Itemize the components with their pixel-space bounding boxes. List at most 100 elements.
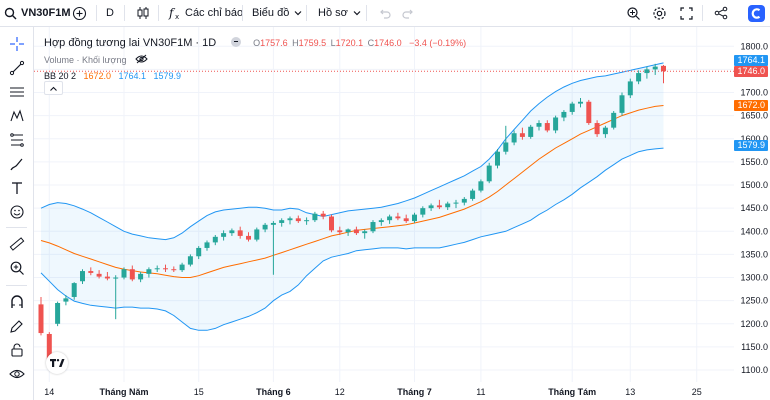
bb-label: BB 20 2 bbox=[44, 71, 77, 81]
pencil-lock-icon bbox=[10, 320, 23, 333]
brand-logo[interactable] bbox=[748, 0, 765, 26]
candle-body bbox=[511, 133, 517, 143]
candle-body bbox=[146, 269, 152, 274]
price-axis-label: 1100.0 bbox=[741, 365, 768, 375]
share-icon bbox=[714, 6, 728, 20]
chart-style-button[interactable] bbox=[136, 0, 150, 26]
brush-tool[interactable] bbox=[6, 153, 28, 175]
candle-body bbox=[179, 264, 185, 271]
crosshair-tool[interactable] bbox=[6, 33, 28, 55]
fullscreen-icon bbox=[680, 6, 693, 20]
candle-body bbox=[528, 126, 534, 137]
ruler-icon bbox=[9, 237, 25, 251]
magnet-tool[interactable] bbox=[6, 291, 28, 313]
candle-body bbox=[569, 103, 575, 112]
redo-icon bbox=[402, 9, 413, 19]
compare-button[interactable] bbox=[72, 0, 87, 26]
candle-body bbox=[578, 101, 583, 104]
candle-body bbox=[461, 198, 467, 203]
text-tool[interactable] bbox=[6, 177, 28, 199]
time-axis-label: Tháng Năm bbox=[99, 387, 148, 397]
ruler-tool[interactable] bbox=[6, 233, 28, 255]
legend-toggle-button[interactable] bbox=[44, 81, 63, 95]
candle-body bbox=[594, 123, 600, 135]
price-axis-label: 1250.0 bbox=[740, 296, 768, 306]
interval-button[interactable]: D bbox=[106, 0, 114, 26]
emoji-tool[interactable] bbox=[6, 201, 28, 223]
candle-body bbox=[436, 205, 442, 208]
candle-body bbox=[652, 66, 658, 70]
candle-body bbox=[171, 269, 177, 271]
price-axis-label: 1550.0 bbox=[740, 157, 768, 167]
undo-button[interactable] bbox=[378, 0, 391, 26]
time-axis-label: Tháng Tám bbox=[548, 387, 596, 397]
low-label: L bbox=[330, 38, 336, 48]
time-axis-label: Tháng 7 bbox=[397, 387, 432, 397]
pitchfork-tool[interactable] bbox=[6, 81, 28, 103]
chart-type-menu[interactable]: Biểu đồ bbox=[252, 0, 303, 26]
alert-button[interactable] bbox=[626, 0, 641, 26]
candle-body bbox=[470, 190, 476, 199]
bollinger-band-fill bbox=[41, 62, 664, 331]
time-axis-label: 11 bbox=[476, 387, 485, 397]
close-value: 1746.0 bbox=[374, 38, 402, 48]
candle-body bbox=[403, 218, 409, 222]
share-button[interactable] bbox=[714, 0, 728, 26]
fib-icon bbox=[10, 133, 24, 147]
candle-body bbox=[478, 181, 484, 191]
candle-body bbox=[312, 213, 318, 221]
candle-body bbox=[212, 236, 218, 243]
settings-icon bbox=[653, 6, 666, 20]
candle-body bbox=[602, 127, 608, 135]
price-axis-label: 1800.0 bbox=[740, 41, 768, 51]
time-axis-label: 15 bbox=[194, 387, 204, 397]
candle-body bbox=[619, 95, 625, 113]
price-axis-label: 1400.0 bbox=[740, 226, 768, 236]
settings-button[interactable] bbox=[652, 0, 667, 26]
candle-body bbox=[329, 216, 334, 231]
legend-collapse-icon[interactable] bbox=[230, 36, 241, 47]
candle-body bbox=[428, 205, 434, 209]
chart-type-label: Biểu đồ bbox=[252, 7, 290, 19]
redo-button[interactable] bbox=[402, 0, 415, 26]
candle-body bbox=[254, 229, 260, 240]
interval-label: D bbox=[106, 7, 114, 19]
visibility-tool[interactable] bbox=[6, 363, 28, 385]
candle-body bbox=[544, 123, 550, 131]
tradingview-watermark[interactable] bbox=[46, 352, 68, 374]
candle-body bbox=[88, 271, 94, 273]
candle-body bbox=[279, 220, 285, 223]
fullscreen-button[interactable] bbox=[680, 0, 693, 26]
eye-off-icon[interactable] bbox=[135, 54, 148, 64]
trendline-tool[interactable] bbox=[6, 57, 28, 79]
magnet-icon bbox=[11, 295, 23, 308]
candle-body bbox=[536, 123, 542, 127]
candle-body bbox=[611, 112, 617, 128]
candle-body bbox=[63, 298, 69, 302]
pattern-icon bbox=[10, 109, 24, 122]
candle-body bbox=[395, 216, 401, 219]
svg-text:x: x bbox=[175, 13, 179, 20]
legend-title: Hợp đồng tương lai VN30F1M · 1D bbox=[44, 37, 217, 49]
upper-band-price-label: 1764.1 bbox=[734, 55, 768, 66]
high-value: 1759.5 bbox=[298, 38, 327, 48]
candle-body bbox=[304, 220, 310, 222]
profile-menu[interactable]: Hồ sơ bbox=[318, 0, 362, 26]
chart-area[interactable]: 1800.01750.01700.01650.01600.01550.01500… bbox=[34, 27, 770, 400]
symbol-search[interactable]: VN30F1M bbox=[4, 0, 71, 26]
lock-tool[interactable] bbox=[6, 339, 28, 361]
time-axis-label: 25 bbox=[692, 387, 702, 397]
price-axis-label: 1500.0 bbox=[740, 180, 768, 190]
alert-icon bbox=[627, 6, 640, 20]
pattern-tool[interactable] bbox=[6, 105, 28, 127]
legend-volume: Volume · Khối lượng bbox=[44, 50, 148, 68]
candle-body bbox=[204, 242, 210, 248]
price-axis-label: 1650.0 bbox=[740, 111, 768, 121]
symbol-label: VN30F1M bbox=[21, 7, 71, 19]
time-axis-label: 14 bbox=[44, 387, 54, 397]
zoom-tool[interactable] bbox=[6, 257, 28, 279]
fib-tool[interactable] bbox=[6, 129, 28, 151]
price-chart[interactable]: 1800.01750.01700.01650.01600.01550.01500… bbox=[34, 27, 770, 400]
draw-mode-tool[interactable] bbox=[6, 315, 28, 337]
